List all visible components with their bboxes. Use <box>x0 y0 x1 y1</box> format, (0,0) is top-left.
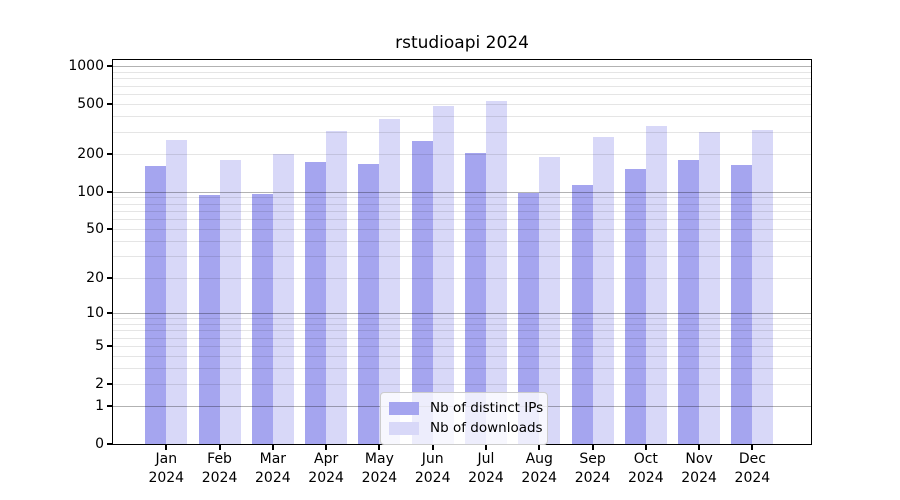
bar-downloads-feb <box>219 160 241 444</box>
x-tick-mark <box>698 445 701 450</box>
bar-downloads-apr <box>326 131 348 444</box>
y-tick-label: 5 <box>95 338 104 355</box>
x-tick-label-jan: Jan 2024 <box>148 451 185 486</box>
x-tick-label-may: May 2024 <box>361 451 398 486</box>
x-tick-mark <box>484 445 487 450</box>
legend-label-distinct-ips: Nb of distinct IPs <box>430 400 544 416</box>
y-tick-mark <box>107 103 113 106</box>
x-tick-mark <box>271 445 274 450</box>
bar-distinct-ips-dec <box>731 165 753 444</box>
legend-item-downloads: Nb of downloads <box>389 418 543 438</box>
y-tick-mark <box>107 152 113 155</box>
x-tick-mark <box>538 445 541 450</box>
bar-downloads-mar <box>272 154 294 444</box>
y-tick-label: 1 <box>95 398 104 415</box>
x-tick-label-apr: Apr 2024 <box>308 451 344 486</box>
y-tick-label: 200 <box>77 145 104 162</box>
y-tick-mark <box>107 311 113 314</box>
x-tick-mark <box>378 445 381 450</box>
legend-label-downloads: Nb of downloads <box>430 420 543 436</box>
x-tick-mark <box>218 445 221 450</box>
bar-downloads-jan <box>166 139 188 444</box>
y-tick-label: 2 <box>95 375 104 392</box>
bars-layer <box>113 60 811 444</box>
x-tick-label-sep: Sep 2024 <box>574 451 611 486</box>
x-tick-label-jul: Jul 2024 <box>468 451 504 486</box>
legend-item-distinct-ips: Nb of distinct IPs <box>389 398 543 418</box>
bar-downloads-sep <box>592 136 614 444</box>
y-tick-label: 500 <box>77 96 104 113</box>
x-tick-mark <box>751 445 754 450</box>
bar-distinct-ips-sep <box>571 185 593 444</box>
bar-distinct-ips-feb <box>198 195 220 444</box>
y-tick-label: 10 <box>86 304 104 321</box>
bar-distinct-ips-jul <box>464 152 486 444</box>
y-tick-mark <box>107 190 113 193</box>
bar-distinct-ips-jan <box>145 166 167 444</box>
x-tick-label-oct: Oct 2024 <box>627 451 664 486</box>
bar-distinct-ips-aug <box>518 193 540 444</box>
plot-inner: Nb of distinct IPs Nb of downloads <box>113 60 811 445</box>
x-tick-mark <box>325 445 328 450</box>
x-tick-label-nov: Nov 2024 <box>681 451 717 486</box>
bar-downloads-may <box>379 119 401 444</box>
x-tick-label-jun: Jun 2024 <box>414 451 451 486</box>
bar-downloads-jul <box>485 101 507 444</box>
y-tick-label: 50 <box>86 220 104 237</box>
bar-downloads-nov <box>699 132 721 444</box>
x-tick-mark <box>591 445 594 450</box>
y-tick-label: 20 <box>86 269 104 286</box>
bar-distinct-ips-apr <box>305 162 327 444</box>
x-tick-mark <box>431 445 434 450</box>
bar-distinct-ips-nov <box>678 160 700 444</box>
bar-downloads-dec <box>752 129 774 444</box>
bar-distinct-ips-jun <box>411 141 433 444</box>
bar-downloads-aug <box>539 156 561 444</box>
plot-area: Nb of distinct IPs Nb of downloads <box>112 59 812 445</box>
y-tick-label: 0 <box>95 436 104 452</box>
bar-downloads-oct <box>645 125 667 444</box>
x-tick-mark <box>644 445 647 450</box>
y-tick-mark <box>107 382 113 385</box>
bar-distinct-ips-may <box>358 164 380 444</box>
x-tick-label-aug: Aug 2024 <box>521 451 558 486</box>
y-tick-mark <box>107 345 113 348</box>
y-tick-mark <box>107 443 113 445</box>
legend-swatch-downloads <box>389 421 419 435</box>
legend: Nb of distinct IPs Nb of downloads <box>380 392 548 445</box>
chart-title: rstudioapi 2024 <box>395 33 529 53</box>
y-tick-mark <box>107 405 113 408</box>
x-tick-mark <box>165 445 168 450</box>
x-tick-label-mar: Mar 2024 <box>255 451 291 486</box>
bar-distinct-ips-oct <box>624 168 646 444</box>
y-tick-mark <box>107 227 113 230</box>
bar-downloads-jun <box>432 105 454 444</box>
legend-swatch-distinct-ips <box>389 401 419 415</box>
x-tick-label-dec: Dec 2024 <box>734 451 771 486</box>
y-tick-mark <box>107 65 113 68</box>
y-tick-label: 100 <box>77 183 104 200</box>
x-tick-label-feb: Feb 2024 <box>201 451 238 486</box>
y-tick-label: 1000 <box>68 58 104 75</box>
y-tick-mark <box>107 276 113 279</box>
bar-distinct-ips-mar <box>251 193 273 444</box>
